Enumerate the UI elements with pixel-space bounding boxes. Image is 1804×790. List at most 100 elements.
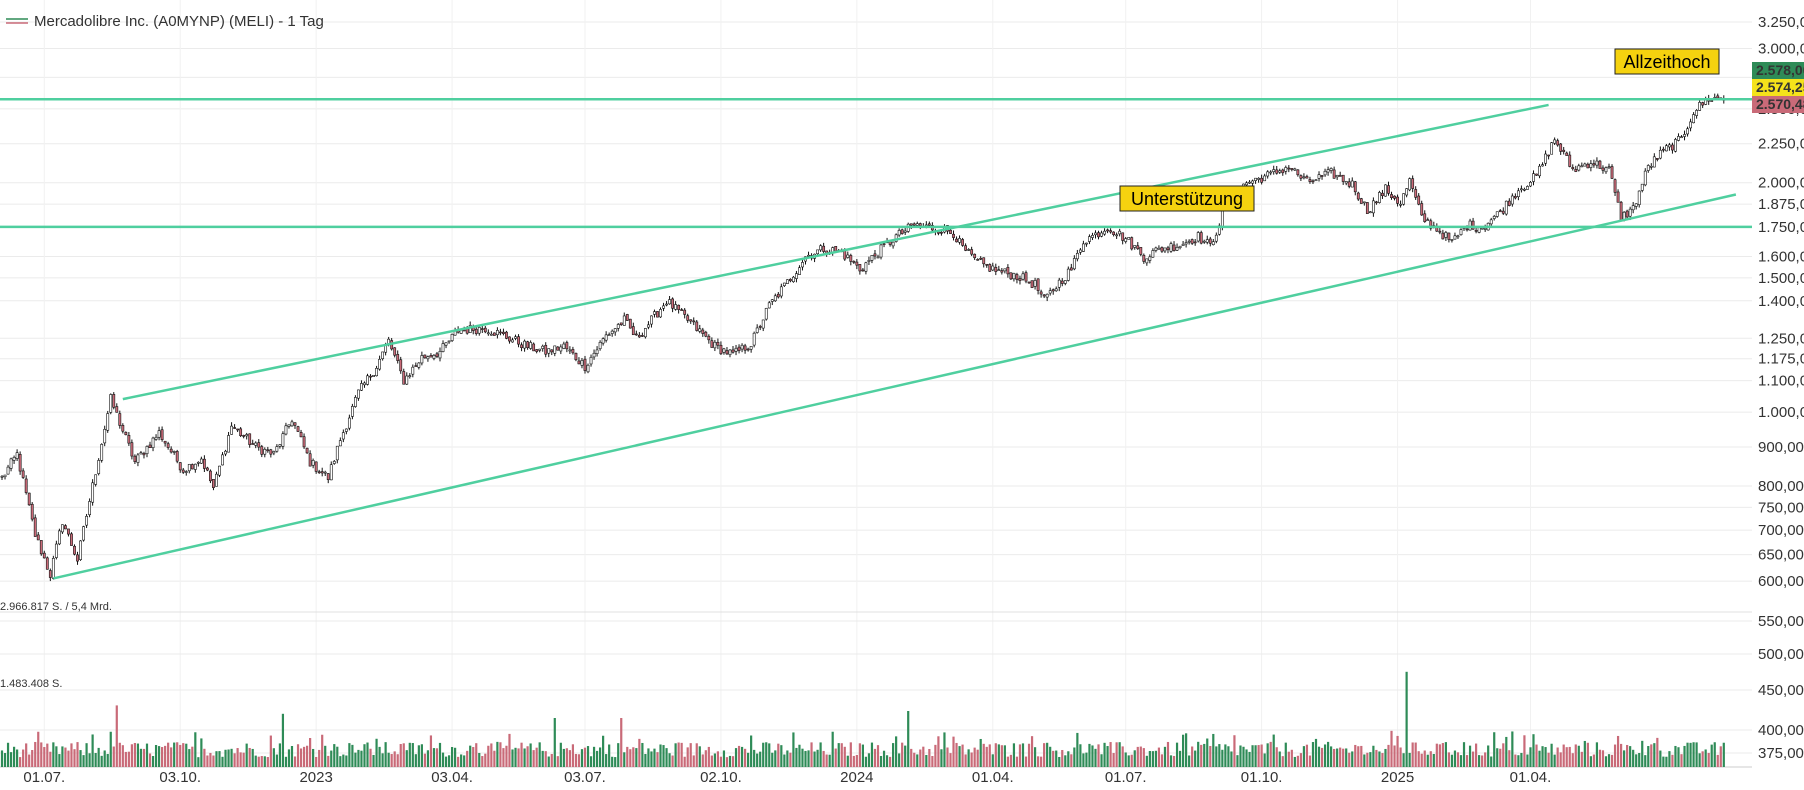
candle-body xyxy=(1115,234,1119,237)
volume-bar xyxy=(157,746,161,767)
candle-body xyxy=(480,328,484,330)
annotation-allzeithoch[interactable]: Allzeithoch xyxy=(1614,48,1720,75)
volume-bar xyxy=(671,755,674,767)
volume-bar xyxy=(580,749,584,767)
volume-bar xyxy=(1154,750,1158,767)
volume-bar xyxy=(1160,754,1164,767)
volume-bar xyxy=(946,747,949,767)
volume-bar xyxy=(855,754,858,767)
candle-body xyxy=(24,478,28,493)
candle-body xyxy=(514,336,517,339)
volume-bar xyxy=(1607,754,1611,767)
volume-bar xyxy=(475,743,478,767)
volume-bar xyxy=(737,745,741,767)
candle-body xyxy=(311,460,315,466)
candle-body xyxy=(477,327,481,334)
candle-body xyxy=(713,341,717,349)
candle-body xyxy=(344,428,348,432)
volume-bar xyxy=(1626,744,1629,767)
volume-bar xyxy=(1583,740,1586,767)
volume-bar xyxy=(1284,742,1287,767)
volume-bar xyxy=(236,748,239,767)
candle-body xyxy=(248,433,252,445)
candle-body xyxy=(1142,254,1146,262)
candle-body xyxy=(1671,144,1674,151)
candle-body xyxy=(1118,230,1122,235)
candle-body xyxy=(106,413,110,431)
volume-bar xyxy=(1707,752,1710,767)
volume-bar xyxy=(680,742,683,767)
candle-body xyxy=(432,355,436,359)
volume-bar xyxy=(1529,747,1532,767)
volume-bar xyxy=(432,748,436,767)
candle-body xyxy=(610,330,614,334)
candle-body xyxy=(360,383,363,391)
candle-body xyxy=(124,431,128,436)
volume-bar xyxy=(852,755,855,767)
volume-bar xyxy=(67,750,70,767)
candle-body xyxy=(1526,186,1529,190)
candle-body xyxy=(399,359,403,372)
volume-bar xyxy=(1127,755,1130,767)
volume-bar xyxy=(423,753,426,767)
volume-bar xyxy=(22,749,25,767)
volume-bar xyxy=(369,748,372,767)
volume-bar xyxy=(275,754,278,767)
candle-body xyxy=(257,442,261,448)
chart-legend[interactable]: Mercadolibre Inc. (A0MYNP) (MELI) - 1 Ta… xyxy=(6,13,324,30)
price-tick-label: 900,00 xyxy=(1758,439,1804,456)
candle-body xyxy=(1444,232,1448,238)
volume-bar xyxy=(1188,755,1191,767)
candle-body xyxy=(683,309,687,315)
candle-body xyxy=(1598,160,1602,169)
candle-body xyxy=(517,336,520,345)
candle-body xyxy=(1030,280,1034,288)
volume-bar xyxy=(1629,746,1632,767)
candle-body xyxy=(1677,136,1680,141)
volume-bar xyxy=(1408,752,1411,767)
candle-body xyxy=(287,424,291,427)
volume-bar xyxy=(904,745,907,767)
time-tick-label: 03.07. xyxy=(564,769,606,786)
candle-body xyxy=(459,330,463,334)
candle-body xyxy=(595,349,599,354)
volume-bar xyxy=(109,731,112,767)
candle-body xyxy=(489,333,493,336)
candle-body xyxy=(426,356,430,360)
candle-body xyxy=(622,315,626,326)
candle-body xyxy=(73,545,76,555)
volume-bar xyxy=(447,755,451,767)
volume-bar xyxy=(1088,743,1091,767)
volume-bar xyxy=(1330,746,1333,767)
candle-body xyxy=(1716,95,1720,99)
price-tick-label: 1.100,00 xyxy=(1758,373,1804,390)
candle-body xyxy=(1583,163,1587,167)
volume-bar xyxy=(1450,754,1454,767)
candle-body xyxy=(1362,201,1366,204)
volume-bar xyxy=(1366,752,1369,767)
candle-body xyxy=(61,524,64,533)
volume-bar xyxy=(1360,745,1363,767)
candle-body xyxy=(601,338,605,344)
volume-bar xyxy=(1142,748,1145,767)
candle-body xyxy=(1556,140,1560,146)
volume-bar xyxy=(647,748,650,767)
candle-body xyxy=(1085,242,1088,245)
volume-bar xyxy=(263,756,266,767)
annotation-unterstuetzung[interactable]: Unterstützung xyxy=(1119,185,1255,212)
volume-bar xyxy=(248,747,251,767)
volume-bar xyxy=(1478,755,1481,767)
candle-body xyxy=(193,463,197,470)
price-tick-label: 700,00 xyxy=(1758,522,1804,539)
volume-bar xyxy=(876,745,880,767)
volume-bar xyxy=(363,744,366,767)
candle-body xyxy=(589,356,593,365)
volume-bar xyxy=(296,744,300,767)
candle-body xyxy=(1175,247,1179,251)
candle-body xyxy=(580,360,584,366)
candle-body xyxy=(408,375,412,377)
candle-body xyxy=(1414,189,1418,198)
candle-body xyxy=(438,351,442,359)
volume-bar xyxy=(807,750,810,767)
volume-bar xyxy=(85,743,88,767)
